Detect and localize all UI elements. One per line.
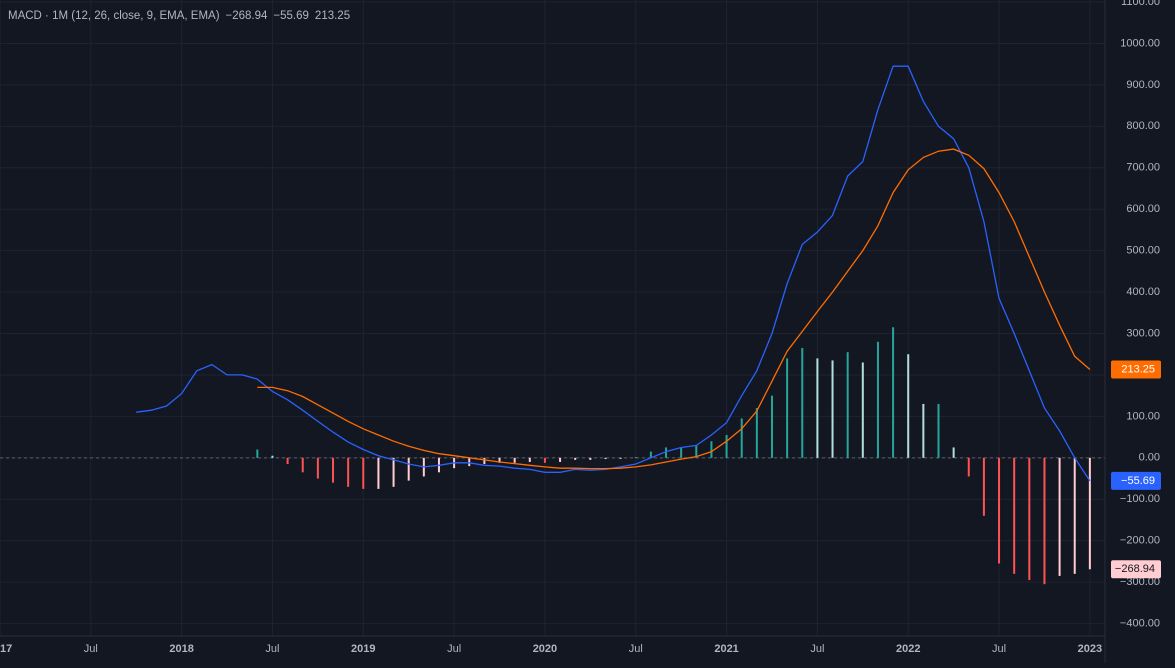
histogram-bar <box>316 457 319 479</box>
histogram-bar <box>377 457 380 489</box>
histogram-bar <box>740 418 743 458</box>
histogram-bar <box>725 435 728 458</box>
price-badge <box>1111 560 1161 579</box>
plot <box>136 65 1091 585</box>
y-tick-label: 1100.00 <box>1121 0 1160 8</box>
histogram-bar <box>1013 457 1016 574</box>
histogram-bar <box>937 403 940 458</box>
histogram-bar <box>816 358 819 458</box>
histogram-bar <box>589 457 592 460</box>
legend-value: 213.25 <box>315 10 350 22</box>
histogram-bar <box>952 447 955 458</box>
y-tick-label: −400.00 <box>1120 617 1160 629</box>
y-tick-label: 900.00 <box>1126 79 1160 91</box>
y-tick-label: 700.00 <box>1126 162 1160 174</box>
histogram-bar <box>574 457 577 460</box>
histogram-bar <box>332 457 335 483</box>
y-tick-label: 500.00 <box>1126 245 1160 257</box>
histogram-bar <box>695 445 698 458</box>
histogram-bar <box>1028 457 1031 581</box>
x-tick-label: Jul <box>447 643 461 655</box>
histogram-bar <box>468 457 471 467</box>
histogram-bar <box>1088 457 1091 570</box>
x-tick-label: 2020 <box>533 643 557 655</box>
histogram-bar <box>710 441 713 458</box>
histogram-bar <box>755 408 758 458</box>
histogram-bar <box>907 354 910 458</box>
histogram-bar <box>362 457 365 489</box>
histogram-bar <box>861 362 864 458</box>
histogram-bar <box>649 451 652 458</box>
histogram-bar <box>998 457 1001 564</box>
histogram-bar <box>498 457 501 463</box>
histogram-bar <box>665 447 668 458</box>
price-badge <box>1111 360 1161 379</box>
histogram-bar <box>513 457 516 463</box>
histogram-bar <box>483 457 486 465</box>
histogram-bar <box>680 447 683 458</box>
x-tick-label: 2019 <box>351 643 375 655</box>
x-tick-label: Jul <box>810 643 824 655</box>
histogram-bar <box>922 403 925 458</box>
histogram-bar <box>392 457 395 487</box>
histogram-bar <box>634 456 637 458</box>
price-badge-label: −268.94 <box>1115 563 1155 575</box>
histogram-bar <box>256 449 259 458</box>
histogram-bar <box>831 360 834 458</box>
histogram-bar <box>271 455 274 458</box>
y-tick-label: 600.00 <box>1126 203 1160 215</box>
axes: 1100.00 1000.00 900.00 800.00 700.00 600.00 50… <box>0 0 1161 655</box>
series-line <box>257 148 1091 470</box>
x-tick-label: 2023 <box>1078 643 1102 655</box>
histogram-bar <box>301 457 304 473</box>
histogram-bar <box>846 352 849 458</box>
histogram-bar <box>347 457 350 487</box>
y-tick-label: 100.00 <box>1126 410 1160 422</box>
histogram-bar <box>1043 457 1046 585</box>
histogram-bar <box>1058 457 1061 576</box>
x-tick-label: Jul <box>84 643 98 655</box>
x-tick-label: Jul <box>629 643 643 655</box>
legend-value: −268.94 <box>226 10 268 22</box>
x-tick-label: 2017 <box>0 643 12 655</box>
histogram-bar <box>407 457 410 481</box>
legend: −268.94 −55.69 213.25 <box>226 10 351 22</box>
y-tick-label: 800.00 <box>1126 120 1160 132</box>
histogram-bar <box>619 457 622 459</box>
y-tick-label: −200.00 <box>1120 535 1160 547</box>
price-badge-label: −55.69 <box>1121 475 1155 487</box>
x-tick-label: 2022 <box>896 643 920 655</box>
price-badge <box>1111 471 1161 490</box>
histogram-bar <box>286 457 289 465</box>
histogram-bar <box>967 457 970 477</box>
y-tick-label: 1000.00 <box>1120 37 1160 49</box>
histogram-bar <box>528 457 531 462</box>
histogram-bar <box>1073 457 1076 574</box>
legend-value: −55.69 <box>273 10 309 22</box>
price-badge-label: 213.25 <box>1121 363 1155 375</box>
histogram-bar <box>559 457 562 462</box>
grid <box>0 0 1105 636</box>
histogram-bar <box>876 341 879 458</box>
y-tick-label: −300.00 <box>1120 576 1160 588</box>
histogram-bar <box>770 395 773 458</box>
y-tick-label: 0.00 <box>1139 452 1160 464</box>
histogram-bar <box>543 457 546 463</box>
histogram-bar <box>982 457 985 516</box>
x-tick-label: 2021 <box>714 643 738 655</box>
y-tick-label: 400.00 <box>1126 286 1160 298</box>
histogram-bar <box>801 348 804 458</box>
x-tick-label: Jul <box>265 643 279 655</box>
y-tick-label: 300.00 <box>1126 327 1160 339</box>
histogram-bar <box>892 327 895 458</box>
x-tick-label: Jul <box>992 643 1006 655</box>
histogram-bar <box>786 358 789 458</box>
x-tick-label: 2018 <box>169 643 193 655</box>
y-tick-label: −100.00 <box>1120 493 1160 505</box>
legend-title: MACD · 1M (12, 26, close, 9, EMA, EMA) <box>8 10 220 22</box>
histogram-bar <box>604 457 607 460</box>
